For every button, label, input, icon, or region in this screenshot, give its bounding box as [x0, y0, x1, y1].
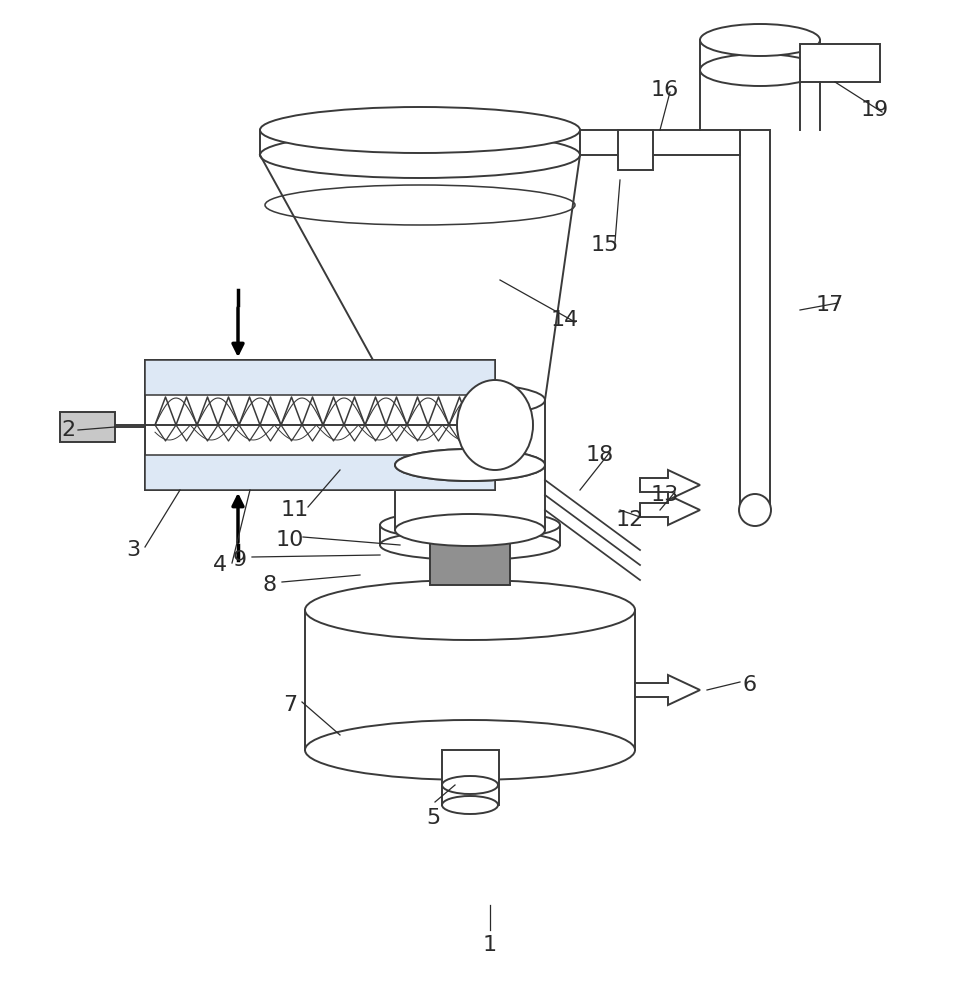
Bar [145, 360, 495, 490]
Bar [305, 610, 635, 750]
Text: 11: 11 [281, 500, 309, 520]
Text: 6: 6 [743, 675, 757, 695]
Text: 15: 15 [590, 235, 619, 255]
Text: 16: 16 [651, 80, 679, 100]
Polygon shape [640, 495, 700, 525]
Text: 10: 10 [276, 530, 304, 550]
Bar [60, 412, 115, 442]
Text: 14: 14 [551, 310, 579, 330]
Ellipse shape [260, 132, 580, 178]
Bar [430, 530, 510, 585]
Ellipse shape [739, 494, 771, 526]
Text: 2: 2 [60, 420, 75, 440]
Polygon shape [640, 470, 700, 500]
Text: 17: 17 [816, 295, 844, 315]
Bar [395, 465, 545, 530]
Bar [442, 750, 499, 805]
Text: 4: 4 [213, 555, 228, 575]
Ellipse shape [380, 530, 560, 560]
Text: 12: 12 [616, 510, 644, 530]
Bar [145, 455, 495, 490]
Text: 13: 13 [651, 485, 679, 505]
Bar [618, 130, 653, 170]
Bar [800, 44, 880, 82]
Ellipse shape [305, 580, 635, 640]
Ellipse shape [395, 449, 545, 481]
Ellipse shape [260, 107, 580, 153]
Ellipse shape [395, 449, 545, 481]
Text: 18: 18 [586, 445, 614, 465]
Text: 3: 3 [126, 540, 140, 560]
Ellipse shape [700, 24, 820, 56]
Ellipse shape [395, 384, 545, 416]
Bar [145, 360, 495, 395]
Text: 9: 9 [233, 550, 247, 570]
Ellipse shape [442, 796, 498, 814]
Ellipse shape [395, 514, 545, 546]
Ellipse shape [442, 776, 498, 794]
Ellipse shape [305, 720, 635, 780]
Ellipse shape [380, 510, 560, 540]
Text: 5: 5 [426, 808, 440, 828]
Polygon shape [635, 675, 700, 705]
Bar [580, 130, 740, 155]
Text: 8: 8 [263, 575, 277, 595]
Text: 19: 19 [861, 100, 889, 120]
Bar [740, 130, 770, 510]
Text: 1: 1 [483, 935, 497, 955]
Ellipse shape [457, 380, 533, 470]
Text: 7: 7 [283, 695, 297, 715]
Ellipse shape [700, 54, 820, 86]
